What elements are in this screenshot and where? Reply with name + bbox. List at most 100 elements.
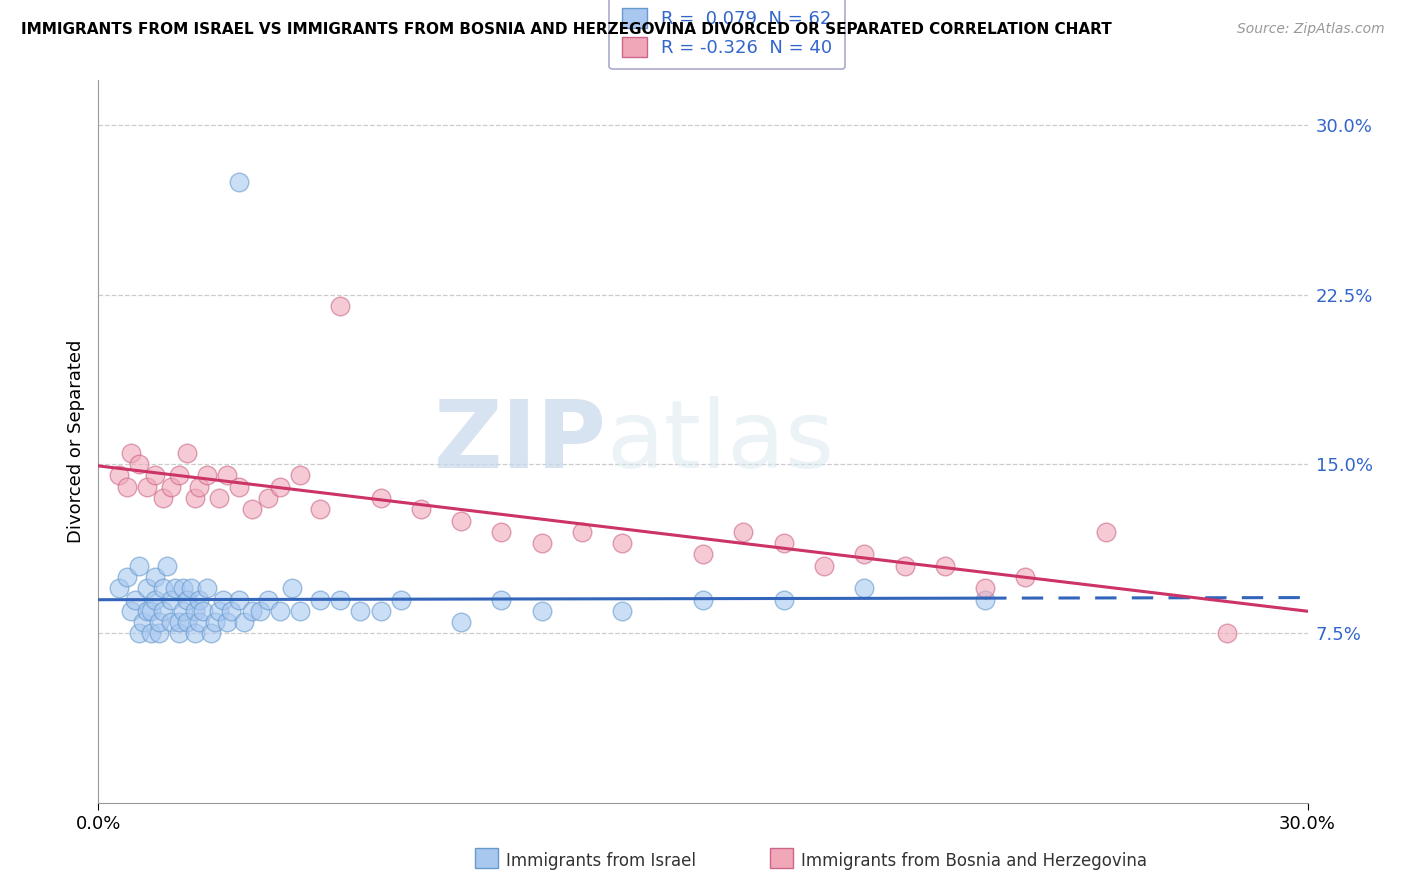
Point xyxy=(107,582,129,596)
Point xyxy=(974,592,997,607)
Point xyxy=(370,604,392,618)
Point xyxy=(128,457,150,471)
Point xyxy=(692,548,714,562)
Point xyxy=(409,502,432,516)
Point xyxy=(974,582,997,596)
Point xyxy=(193,604,215,618)
Point xyxy=(167,468,190,483)
Point xyxy=(893,558,915,573)
Point xyxy=(853,582,876,596)
Point xyxy=(329,592,352,607)
Point xyxy=(160,480,183,494)
Point xyxy=(195,582,218,596)
Text: atlas: atlas xyxy=(606,395,835,488)
Point xyxy=(167,615,190,630)
Point xyxy=(228,480,250,494)
Point xyxy=(1014,570,1036,584)
Point xyxy=(281,582,304,596)
Point xyxy=(135,582,157,596)
Point xyxy=(163,582,186,596)
Point xyxy=(156,558,179,573)
Text: Immigrants from Bosnia and Herzegovina: Immigrants from Bosnia and Herzegovina xyxy=(801,852,1147,870)
Point xyxy=(152,604,174,618)
Point xyxy=(115,480,138,494)
Point xyxy=(200,626,222,640)
Point xyxy=(160,592,183,607)
Point xyxy=(180,582,202,596)
Point xyxy=(288,468,311,483)
Point xyxy=(571,524,593,539)
Point xyxy=(853,548,876,562)
Point xyxy=(184,604,207,618)
Text: Immigrants from Israel: Immigrants from Israel xyxy=(506,852,696,870)
Point xyxy=(349,604,371,618)
Point xyxy=(772,536,794,550)
Point xyxy=(208,604,231,618)
Point xyxy=(269,604,291,618)
Point xyxy=(120,446,142,460)
Point xyxy=(172,604,194,618)
Point xyxy=(813,558,835,573)
Point xyxy=(124,592,146,607)
Y-axis label: Divorced or Separated: Divorced or Separated xyxy=(66,340,84,543)
Point xyxy=(309,502,332,516)
Point xyxy=(772,592,794,607)
Point xyxy=(329,299,352,313)
Point xyxy=(240,502,263,516)
Point xyxy=(256,592,278,607)
Point xyxy=(450,615,472,630)
Point xyxy=(612,604,634,618)
Point xyxy=(107,468,129,483)
Point xyxy=(188,615,211,630)
Point xyxy=(176,446,198,460)
Point xyxy=(143,570,166,584)
Point xyxy=(530,604,553,618)
Point xyxy=(152,582,174,596)
Point xyxy=(491,524,513,539)
Point xyxy=(160,615,183,630)
Point xyxy=(132,615,155,630)
Point xyxy=(128,558,150,573)
Point xyxy=(172,582,194,596)
Point xyxy=(269,480,291,494)
Point xyxy=(148,615,170,630)
Point xyxy=(184,626,207,640)
Point xyxy=(208,491,231,505)
Point xyxy=(530,536,553,550)
Point xyxy=(139,626,162,640)
Point xyxy=(167,626,190,640)
FancyBboxPatch shape xyxy=(475,848,498,868)
Point xyxy=(217,468,239,483)
Point xyxy=(288,604,311,618)
Point xyxy=(176,592,198,607)
Point xyxy=(135,604,157,618)
Point xyxy=(232,615,254,630)
Point xyxy=(217,615,239,630)
Text: ZIP: ZIP xyxy=(433,395,606,488)
Point xyxy=(143,468,166,483)
Point xyxy=(143,592,166,607)
Point xyxy=(389,592,412,607)
Point xyxy=(1095,524,1118,539)
Point xyxy=(692,592,714,607)
Point xyxy=(188,480,211,494)
Point xyxy=(204,615,226,630)
Point xyxy=(228,592,250,607)
Point xyxy=(188,592,211,607)
Point xyxy=(221,604,243,618)
Point xyxy=(135,480,157,494)
Point xyxy=(184,491,207,505)
Point xyxy=(1216,626,1239,640)
Point xyxy=(139,604,162,618)
Point xyxy=(934,558,956,573)
Point xyxy=(733,524,755,539)
Point xyxy=(309,592,332,607)
Point xyxy=(491,592,513,607)
Point xyxy=(176,615,198,630)
Legend: R =  0.079  N = 62, R = -0.326  N = 40: R = 0.079 N = 62, R = -0.326 N = 40 xyxy=(609,0,845,70)
Point xyxy=(128,626,150,640)
Point xyxy=(148,626,170,640)
Point xyxy=(450,514,472,528)
Point xyxy=(612,536,634,550)
Point xyxy=(115,570,138,584)
